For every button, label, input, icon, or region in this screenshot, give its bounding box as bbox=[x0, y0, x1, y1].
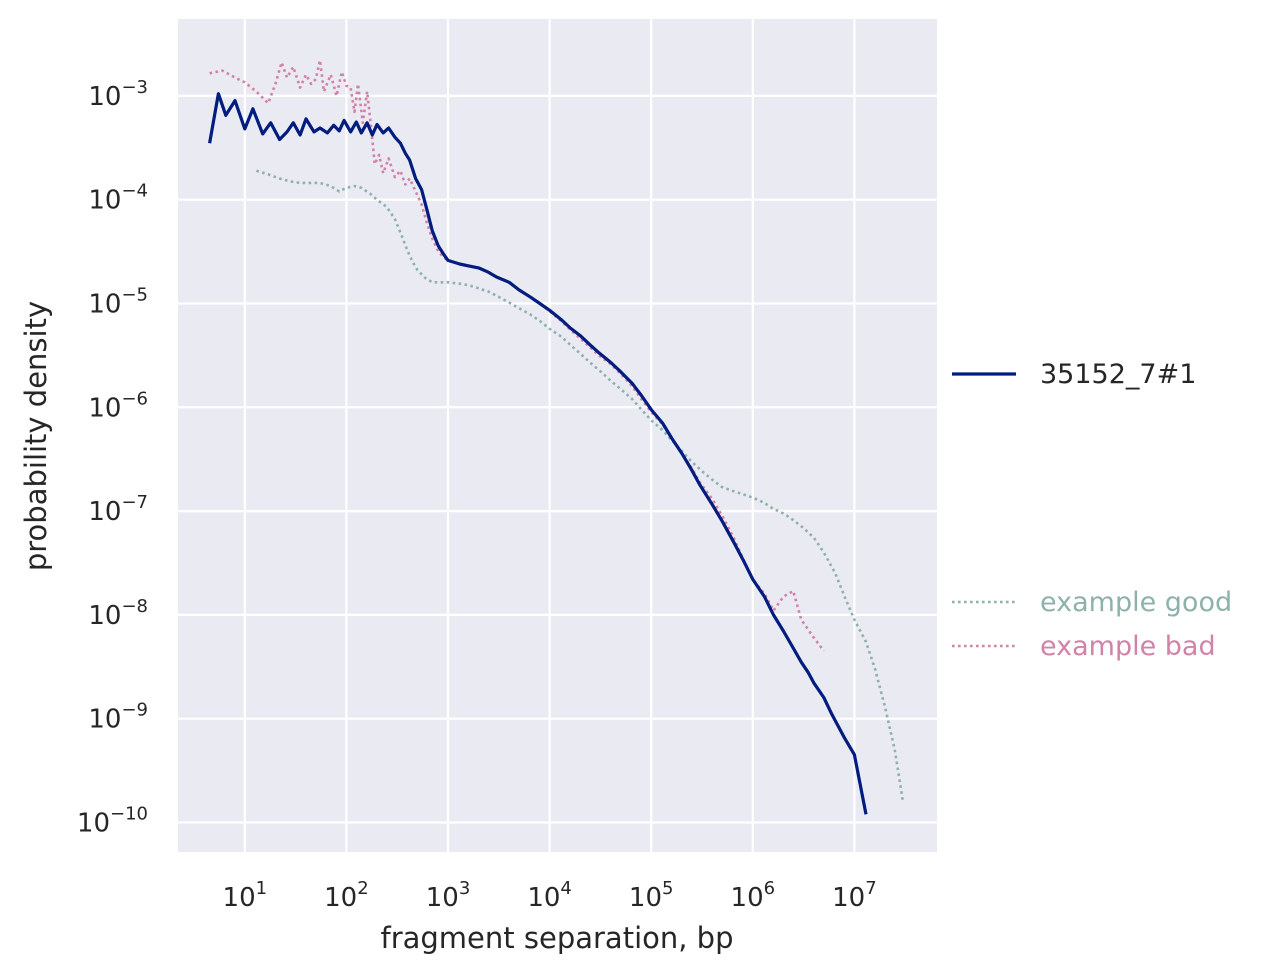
x-tick-exponent: 1 bbox=[256, 878, 267, 899]
y-tick-base: 10 bbox=[88, 705, 121, 735]
y-grid-lines bbox=[178, 94, 937, 824]
y-tick-exponent: −6 bbox=[121, 388, 148, 409]
x-tick-exponent: 5 bbox=[662, 878, 673, 899]
x-axis-label: fragment separation, bp bbox=[381, 921, 734, 955]
x-tick-label: 104 bbox=[527, 878, 572, 913]
y-tick-base: 10 bbox=[77, 809, 110, 839]
x-tick-base: 10 bbox=[426, 883, 459, 913]
legend-label: example good bbox=[1040, 587, 1232, 618]
y-tick-base: 10 bbox=[88, 601, 121, 631]
x-tick-base: 10 bbox=[527, 883, 560, 913]
y-tick-label: 10−5 bbox=[88, 284, 148, 319]
y-tick-label: 10−6 bbox=[88, 388, 148, 423]
x-tick-label: 106 bbox=[731, 878, 776, 913]
y-tick-label: 10−4 bbox=[88, 181, 148, 216]
x-tick-base: 10 bbox=[324, 883, 357, 913]
y-tick-label: 10−9 bbox=[88, 700, 148, 735]
y-tick-base: 10 bbox=[88, 497, 121, 527]
x-tick-label: 107 bbox=[832, 878, 877, 913]
y-tick-exponent: −5 bbox=[121, 284, 148, 305]
y-tick-exponent: −8 bbox=[121, 596, 148, 617]
y-tick-exponent: −3 bbox=[121, 77, 148, 98]
y-tick-base: 10 bbox=[88, 186, 121, 216]
x-tick-base: 10 bbox=[731, 883, 764, 913]
series-line-35152-7-1 bbox=[208, 92, 868, 815]
y-tick-labels: 10−310−410−510−610−710−810−910−10 bbox=[77, 77, 148, 839]
y-tick-base: 10 bbox=[88, 82, 121, 112]
x-tick-exponent: 3 bbox=[459, 878, 470, 899]
y-tick-exponent: −7 bbox=[121, 492, 148, 513]
y-tick-exponent: −9 bbox=[121, 700, 148, 721]
legend-label: 35152_7#1 bbox=[1040, 359, 1196, 390]
series-line-example-bad bbox=[209, 59, 825, 652]
y-tick-base: 10 bbox=[88, 393, 121, 423]
y-tick-exponent: −4 bbox=[121, 181, 148, 202]
x-tick-exponent: 6 bbox=[764, 878, 775, 899]
y-tick-label: 10−7 bbox=[88, 492, 148, 527]
plot-background bbox=[178, 19, 937, 852]
x-tick-label: 102 bbox=[324, 878, 369, 913]
y-tick-label: 10−10 bbox=[77, 804, 148, 839]
x-tick-base: 10 bbox=[629, 883, 662, 913]
y-tick-base: 10 bbox=[88, 289, 121, 319]
x-tick-label: 103 bbox=[426, 878, 471, 913]
y-axis-label: probability density bbox=[19, 301, 53, 571]
y-tick-exponent: −10 bbox=[110, 804, 148, 825]
x-tick-label: 105 bbox=[629, 878, 674, 913]
x-tick-exponent: 2 bbox=[357, 878, 368, 899]
x-tick-base: 10 bbox=[832, 883, 865, 913]
x-tick-exponent: 4 bbox=[560, 878, 571, 899]
y-tick-label: 10−8 bbox=[88, 596, 148, 631]
y-tick-label: 10−3 bbox=[88, 77, 148, 112]
series-lines bbox=[208, 59, 905, 815]
x-grid-lines bbox=[243, 19, 856, 852]
x-tick-labels: 101 102 103 104 105 106 107 bbox=[223, 878, 877, 913]
x-tick-label: 101 bbox=[223, 878, 268, 913]
legend-label: example bad bbox=[1040, 631, 1216, 662]
x-tick-base: 10 bbox=[223, 883, 256, 913]
x-tick-exponent: 7 bbox=[865, 878, 876, 899]
